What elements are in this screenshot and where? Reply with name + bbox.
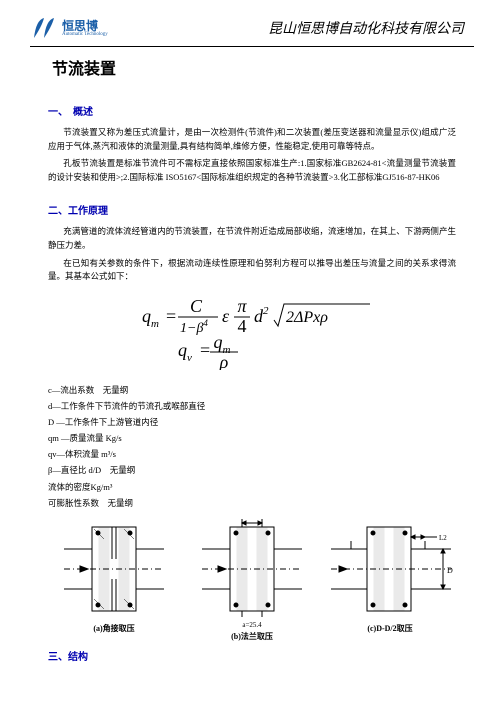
f-rho: ρ — [219, 352, 229, 370]
diagram-a: (a)角接取压 — [48, 519, 180, 642]
diagram-c-caption: (c)D-D/2取压 — [324, 623, 456, 634]
definitions: c—流出系数 无量纲 d—工作条件下节流件的节流孔或喉部直径 D —工作条件下上… — [48, 382, 456, 511]
section-1-p1: 节流装置又称为差压式流量计，是由一次检测件(节流件)和二次装置(差压变送器和流量… — [48, 126, 456, 153]
f-d2: d2 — [254, 305, 269, 326]
logo-text: 恒思博 Automatic Technology — [62, 20, 108, 37]
content: 一、 概述 节流装置又称为差压式流量计，是由一次检测件(节流件)和二次装置(差压… — [0, 103, 504, 663]
diagram-c-svg: L2 D — [325, 519, 455, 619]
diagrams-row: (a)角接取压 — [48, 519, 456, 642]
section-3-heading: 三、结构 — [48, 648, 456, 663]
diagram-b: a=25.4 (b)法兰取压 — [186, 519, 318, 642]
f-denom: 1−β4 — [180, 318, 208, 336]
section-2-p2: 在已知有关参数的条件下，根据流动连续性原理和伯努利方程可以推导出差压与流量之间的… — [48, 257, 456, 284]
logo-icon — [30, 14, 58, 42]
logo: 恒思博 Automatic Technology — [30, 14, 108, 42]
def-line: 可膨胀性系数 无量纲 — [48, 495, 456, 511]
def-line: c—流出系数 无量纲 — [48, 382, 456, 398]
page-header: 恒思博 Automatic Technology 昆山恒思博自动化科技有限公司 — [0, 0, 504, 46]
company-name: 昆山恒思博自动化科技有限公司 — [108, 18, 474, 38]
diagram-b-svg — [192, 519, 312, 619]
formula-block: qm = C 1−β4 ε π 4 d2 2ΔPxρ qv = qm ρ — [48, 292, 456, 372]
svg-text:L2: L2 — [439, 534, 447, 542]
def-line: β—直径比 d/D 无量纲 — [48, 462, 456, 478]
f-eq2: = — [200, 340, 210, 360]
section-1-heading: 一、 概述 — [48, 103, 456, 118]
def-line: 流体的密度Kg/m³ — [48, 479, 456, 495]
f-eq1: = — [166, 306, 176, 326]
svg-text:D: D — [447, 566, 453, 575]
def-line: qv—体积流量 m³/s — [48, 446, 456, 462]
formula-svg: qm = C 1−β4 ε π 4 d2 2ΔPxρ qv = qm ρ — [122, 292, 382, 370]
def-line: d—工作条件下节流件的节流孔或喉部直径 — [48, 398, 456, 414]
section-1-p2: 孔板节流装置是标准节流件可不需标定直接依照国家标准生产:1.国家标准GB2624… — [48, 157, 456, 184]
diagram-b-caption: (b)法兰取压 — [186, 631, 318, 642]
f-qv: qv — [178, 340, 192, 364]
f-4: 4 — [238, 316, 247, 336]
f-eps: ε — [222, 306, 230, 326]
f-qm: qm — [142, 306, 159, 330]
logo-en: Automatic Technology — [62, 32, 108, 37]
section-2-heading: 二、工作原理 — [48, 202, 456, 217]
f-C: C — [190, 296, 203, 316]
diagram-a-caption: (a)角接取压 — [48, 623, 180, 634]
logo-cn: 恒思博 — [62, 20, 108, 32]
def-line: D —工作条件下上游管道内径 — [48, 414, 456, 430]
header-divider — [30, 46, 474, 47]
diagram-c: L2 D (c)D-D/2取压 — [324, 519, 456, 642]
main-title: 节流装置 — [52, 55, 504, 79]
f-pi: π — [237, 296, 247, 316]
diagram-b-dim: a=25.4 — [186, 621, 318, 629]
section-2-p1: 充满管道的流体流经管道内的节流装置，在节流件附近造成局部收缩，流速增加，在其上、… — [48, 225, 456, 252]
def-line: qm —质量流量 Kg/s — [48, 430, 456, 446]
diagram-a-svg — [54, 519, 174, 619]
f-sqrt-inner: 2ΔPxρ — [286, 309, 328, 326]
